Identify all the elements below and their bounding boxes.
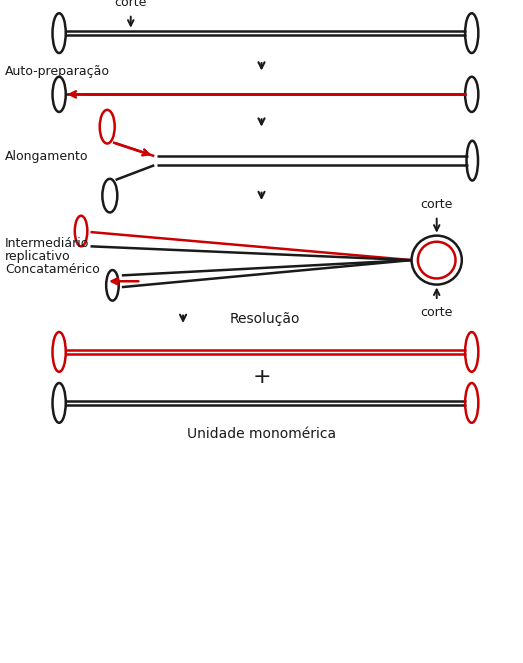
Text: Auto-preparação: Auto-preparação (5, 65, 110, 78)
Text: +: + (252, 367, 271, 387)
Text: corte: corte (420, 198, 453, 211)
Text: replicativo: replicativo (5, 250, 71, 263)
Text: Concatamérico: Concatamérico (5, 263, 100, 276)
Text: Unidade monomérica: Unidade monomérica (187, 428, 336, 442)
Text: Resolução: Resolução (230, 312, 301, 326)
Text: Alongamento: Alongamento (5, 150, 89, 163)
Text: corte: corte (420, 306, 453, 319)
Text: corte: corte (115, 0, 147, 9)
Text: Intermediário: Intermediário (5, 237, 89, 250)
